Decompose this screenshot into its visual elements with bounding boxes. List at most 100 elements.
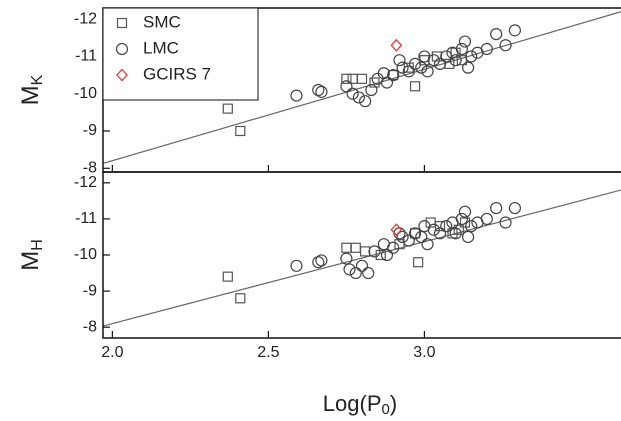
square-marker [403,62,414,73]
circle-marker [465,220,478,233]
circle-marker [352,91,365,104]
circle-marker [421,238,434,251]
circle-marker [458,35,472,48]
circle-marker [421,65,434,78]
y-tick-label: -11 [75,48,97,65]
circle-marker [393,54,406,67]
circle-marker [408,57,422,71]
square-marker [235,125,246,137]
circle-marker [465,50,478,63]
y-label-main: M [17,85,44,105]
circle-marker [340,252,353,265]
circle-marker [315,254,328,267]
circle-marker [362,266,375,280]
circle-marker [349,266,362,280]
legend-label: SMC [143,12,181,31]
circle-marker [455,212,468,226]
plot-area [103,189,621,327]
square-marker [434,221,446,232]
circle-marker [480,212,493,226]
circle-marker [290,259,303,272]
x-tick-label: 2.5 [257,344,279,361]
circle-marker [396,61,409,74]
fit-line [103,189,621,327]
circle-marker [340,80,353,93]
y-label-subscript: H [29,239,46,251]
circle-marker [343,263,356,276]
x-label-suffix: ) [390,391,397,416]
circle-marker [449,227,462,240]
circle-marker [359,95,372,108]
circle-marker [508,201,522,215]
square-marker [409,81,421,92]
circle-marker [433,227,447,240]
circle-marker [490,27,503,41]
square-marker [360,246,371,257]
circle-marker [396,230,409,244]
diamond-marker [390,38,403,52]
y-tick-label: -12 [74,10,97,27]
square-marker [222,103,233,114]
circle-marker [461,61,475,74]
plot-frame [102,171,621,339]
circle-marker [346,87,359,100]
y-tick-label: -9 [83,282,97,299]
circle-marker [415,61,428,74]
circle-marker [387,68,400,82]
circle-marker [402,234,415,247]
y-tick-label: -8 [83,318,97,335]
square-marker [222,271,233,282]
y-label-main: M [17,251,44,271]
circle-marker [433,57,447,71]
circle-marker [418,220,431,233]
square-marker [431,51,442,62]
y-axis-label: MK [17,74,46,105]
circle-marker [449,54,462,67]
square-marker [235,293,246,304]
square-marker [409,228,421,239]
square-marker [456,55,467,66]
circle-marker [290,89,303,102]
circle-marker [387,241,400,254]
circle-marker [393,227,406,240]
square-marker [459,217,471,228]
legend-marker [116,68,128,82]
square-marker [413,257,424,268]
legend-box [102,7,259,101]
circle-marker [315,85,328,98]
y-label-subscript: K [29,74,46,85]
x-axis-label: Log(P0) [323,391,397,418]
legend-label: LMC [143,38,179,57]
circle-marker [499,216,512,229]
circle-marker [490,201,503,215]
x-label-main: Log(P [323,391,382,416]
circle-marker [461,230,475,244]
legend-label: GCIRS 7 [143,64,211,83]
legend-marker [115,42,129,56]
square-marker [341,73,352,84]
square-marker [350,242,361,253]
square-marker [453,224,464,235]
circle-marker [508,24,522,37]
y-tick-label: -10 [74,85,97,102]
circle-marker [380,76,394,89]
circle-marker [418,50,431,63]
circle-marker [408,227,422,240]
x-tick-label: 3.0 [413,344,435,361]
x-tick-label: 2.0 [101,344,123,361]
circle-marker [415,230,428,244]
square-marker [369,77,380,88]
circle-marker [480,42,493,56]
circle-marker [440,220,453,233]
plot-area [103,11,621,165]
fit-line [103,11,621,165]
circle-marker [380,248,394,262]
circle-marker [312,83,325,97]
square-marker [356,73,368,84]
circle-marker [458,205,472,218]
circle-marker [368,245,381,258]
circle-marker [402,65,415,78]
y-tick-label: -9 [83,122,97,139]
square-marker [375,249,386,261]
